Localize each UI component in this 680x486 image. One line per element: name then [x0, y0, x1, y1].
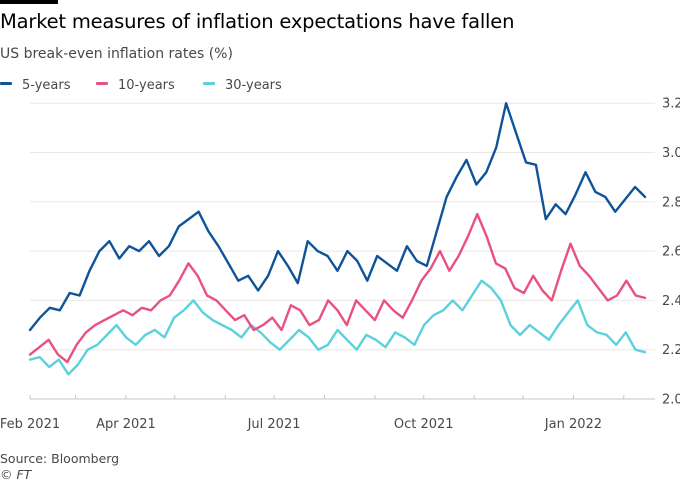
- legend-label: 10-years: [118, 78, 175, 93]
- y-tick-label: 3.0: [662, 146, 680, 161]
- x-tick-label: Feb 2021: [0, 417, 60, 432]
- y-tick-label: 2.4: [662, 294, 680, 309]
- series-line-30-years: [28, 279, 647, 376]
- legend-swatch-5-years: [0, 82, 12, 85]
- x-tick-label: Jul 2021: [247, 417, 301, 432]
- legend-item-5-years: 5-years: [0, 78, 71, 93]
- series-line-5-years: [28, 101, 647, 332]
- copyright: © FT: [0, 467, 32, 482]
- gridlines: [30, 102, 655, 351]
- chart-subtitle: US break-even inflation rates (%): [0, 46, 233, 62]
- series-line-10-years: [28, 212, 647, 364]
- y-tick-label: 2.2: [662, 343, 680, 358]
- series-lines: [28, 101, 647, 376]
- y-axis: 2.0 2.2 2.4 2.6 2.8 3.0 3.2: [662, 97, 680, 408]
- brand-bar: [0, 0, 58, 4]
- legend-label: 30-years: [225, 78, 282, 93]
- x-axis: Feb 2021 Apr 2021 Jul 2021 Oct 2021 Jan 2022: [0, 395, 655, 432]
- y-tick-label: 2.0: [662, 393, 680, 408]
- chart-title: Market measures of inflation expectation…: [0, 10, 515, 33]
- y-tick-label: 3.2: [662, 97, 680, 112]
- x-tick-label: Apr 2021: [96, 417, 156, 432]
- x-tick-label: Jan 2022: [544, 417, 602, 432]
- y-tick-label: 2.6: [662, 245, 680, 260]
- legend-item-30-years: 30-years: [203, 78, 282, 93]
- legend-item-10-years: 10-years: [96, 78, 175, 93]
- legend-swatch-30-years: [203, 82, 215, 85]
- legend-label: 5-years: [22, 78, 71, 93]
- y-tick-label: 2.8: [662, 195, 680, 210]
- legend-swatch-10-years: [96, 82, 108, 85]
- source-note: Source: Bloomberg: [0, 451, 120, 466]
- x-tick-label: Oct 2021: [394, 417, 454, 432]
